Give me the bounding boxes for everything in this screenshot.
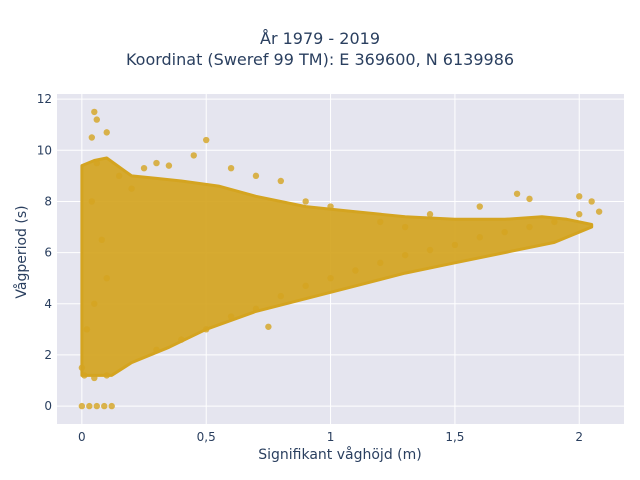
data-point [576,211,583,218]
chart-title-line-1: År 1979 - 2019 [260,29,380,48]
chart-title-line-2: Koordinat (Sweref 99 TM): E 369600, N 61… [125,50,515,69]
data-point [101,402,108,410]
data-point [153,346,160,354]
data-point [526,223,533,231]
data-points [78,108,603,410]
data-point [401,251,409,259]
data-point [93,159,100,167]
data-point [551,218,558,226]
data-point [302,282,309,290]
y-tick-label: 4 [44,297,52,311]
data-point [115,172,123,180]
x-tick-label: 1,5 [445,430,464,444]
data-point [83,326,91,333]
data-point [265,323,272,330]
data-point [103,274,110,282]
y-tick-label: 12 [37,92,52,106]
data-point [476,203,483,210]
y-tick-label: 8 [44,194,52,208]
data-point [377,259,384,267]
data-point [426,246,434,254]
data-point [426,211,434,218]
data-point [128,185,135,192]
data-point [451,241,459,249]
data-point [140,164,148,172]
data-point [93,116,100,123]
data-point [352,267,359,274]
x-tick-label: 0,5 [197,430,216,444]
data-point [203,136,210,144]
y-tick-label: 2 [44,348,52,362]
tick-labels: 0 0,5 1 1,5 2 0 2 4 6 8 10 12 [37,92,583,444]
data-point [401,223,409,231]
data-point [78,364,86,371]
data-point [476,234,483,241]
y-axis-title: Vågperiod (s) [14,205,30,299]
data-point [81,372,88,379]
data-point [327,274,334,282]
x-tick-label: 1 [327,430,335,444]
data-point [91,108,98,116]
data-point [88,134,96,141]
data-point [327,203,334,210]
data-point [98,236,105,244]
data-point [227,164,235,172]
data-point [91,300,98,307]
data-point [178,336,185,343]
data-point [203,326,210,333]
data-point [588,198,595,205]
y-tick-label: 10 [37,143,52,157]
data-point [190,152,197,159]
data-point [153,159,160,167]
data-point [595,208,603,215]
point-cloud [80,156,594,377]
y-tick-label: 6 [44,246,52,260]
data-point [252,305,260,313]
data-point [277,177,285,185]
data-point [108,402,115,410]
data-point [377,218,384,226]
data-point [78,402,86,410]
data-point [227,313,235,320]
data-point [576,193,583,200]
data-point [526,195,533,203]
data-point [165,162,173,169]
data-point [513,190,521,197]
x-tick-label: 0 [78,430,86,444]
x-axis-title: Signifikant våghöjd (m) [258,447,422,463]
data-point [86,402,93,410]
data-point [277,292,285,300]
dense-scatter-region [80,156,594,377]
data-point [103,372,110,379]
x-tick-label: 2 [575,430,583,444]
data-point [252,172,260,180]
data-point [88,198,96,205]
data-point [501,228,508,236]
data-point [302,198,309,205]
data-point [93,402,100,410]
y-tick-label: 0 [44,399,52,413]
data-point [103,129,110,136]
data-point [91,374,98,382]
